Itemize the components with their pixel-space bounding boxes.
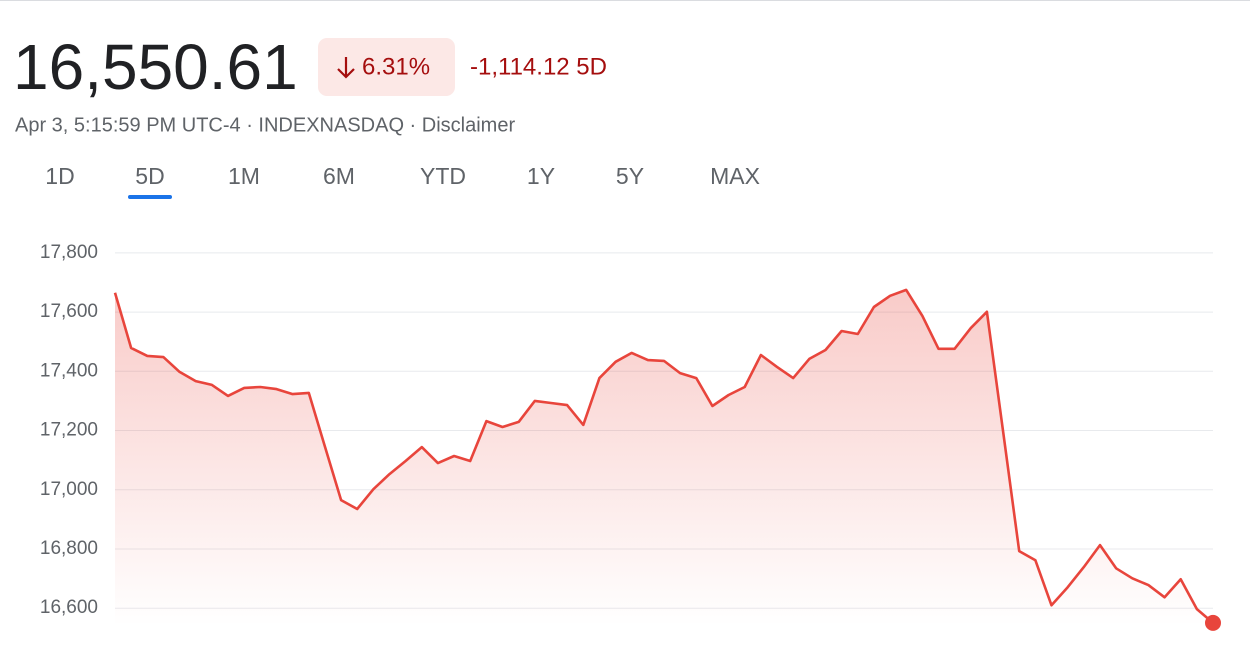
- area-fill: [115, 289, 1213, 626]
- change-absolute: -1,114.12 5D: [470, 53, 607, 80]
- tab-underline: [128, 195, 172, 199]
- down-arrow-icon: [337, 57, 355, 79]
- plot-area: 16,600 16,800 17,000 17,200 17,400 17,600 17,8…: [40, 242, 1221, 631]
- price: 16,550.61: [13, 31, 298, 103]
- change-percent: 6.31%: [362, 53, 430, 80]
- price-line: [113, 288, 1214, 624]
- y-tick-label: 17,200: [40, 420, 98, 441]
- range-tab[interactable]: MAX: [710, 163, 760, 189]
- y-tick-label: 17,800: [40, 242, 98, 263]
- y-tick-label: 16,600: [40, 597, 98, 618]
- change-badge: [318, 38, 455, 96]
- range-tab[interactable]: 6M: [323, 163, 355, 189]
- range-tabs: 1D 5D 1M 6M YTD 1Y 5Y MAX: [45, 163, 760, 199]
- y-tick-label: 16,800: [40, 538, 98, 559]
- y-tick-label: 17,400: [40, 360, 98, 381]
- y-tick-label: 17,600: [40, 301, 98, 322]
- meta-info: Apr 3, 5:15:59 PM UTC-4 · INDEXNASDAQ · …: [15, 114, 515, 136]
- range-tab[interactable]: YTD: [420, 163, 466, 189]
- range-tab[interactable]: 5Y: [616, 163, 644, 189]
- range-tab[interactable]: 5D: [135, 163, 164, 189]
- range-tab[interactable]: 1M: [228, 163, 260, 189]
- range-tab[interactable]: 1D: [45, 163, 74, 189]
- y-tick-label: 17,000: [40, 479, 98, 500]
- range-tab[interactable]: 1Y: [527, 163, 555, 189]
- last-point: [1205, 614, 1221, 631]
